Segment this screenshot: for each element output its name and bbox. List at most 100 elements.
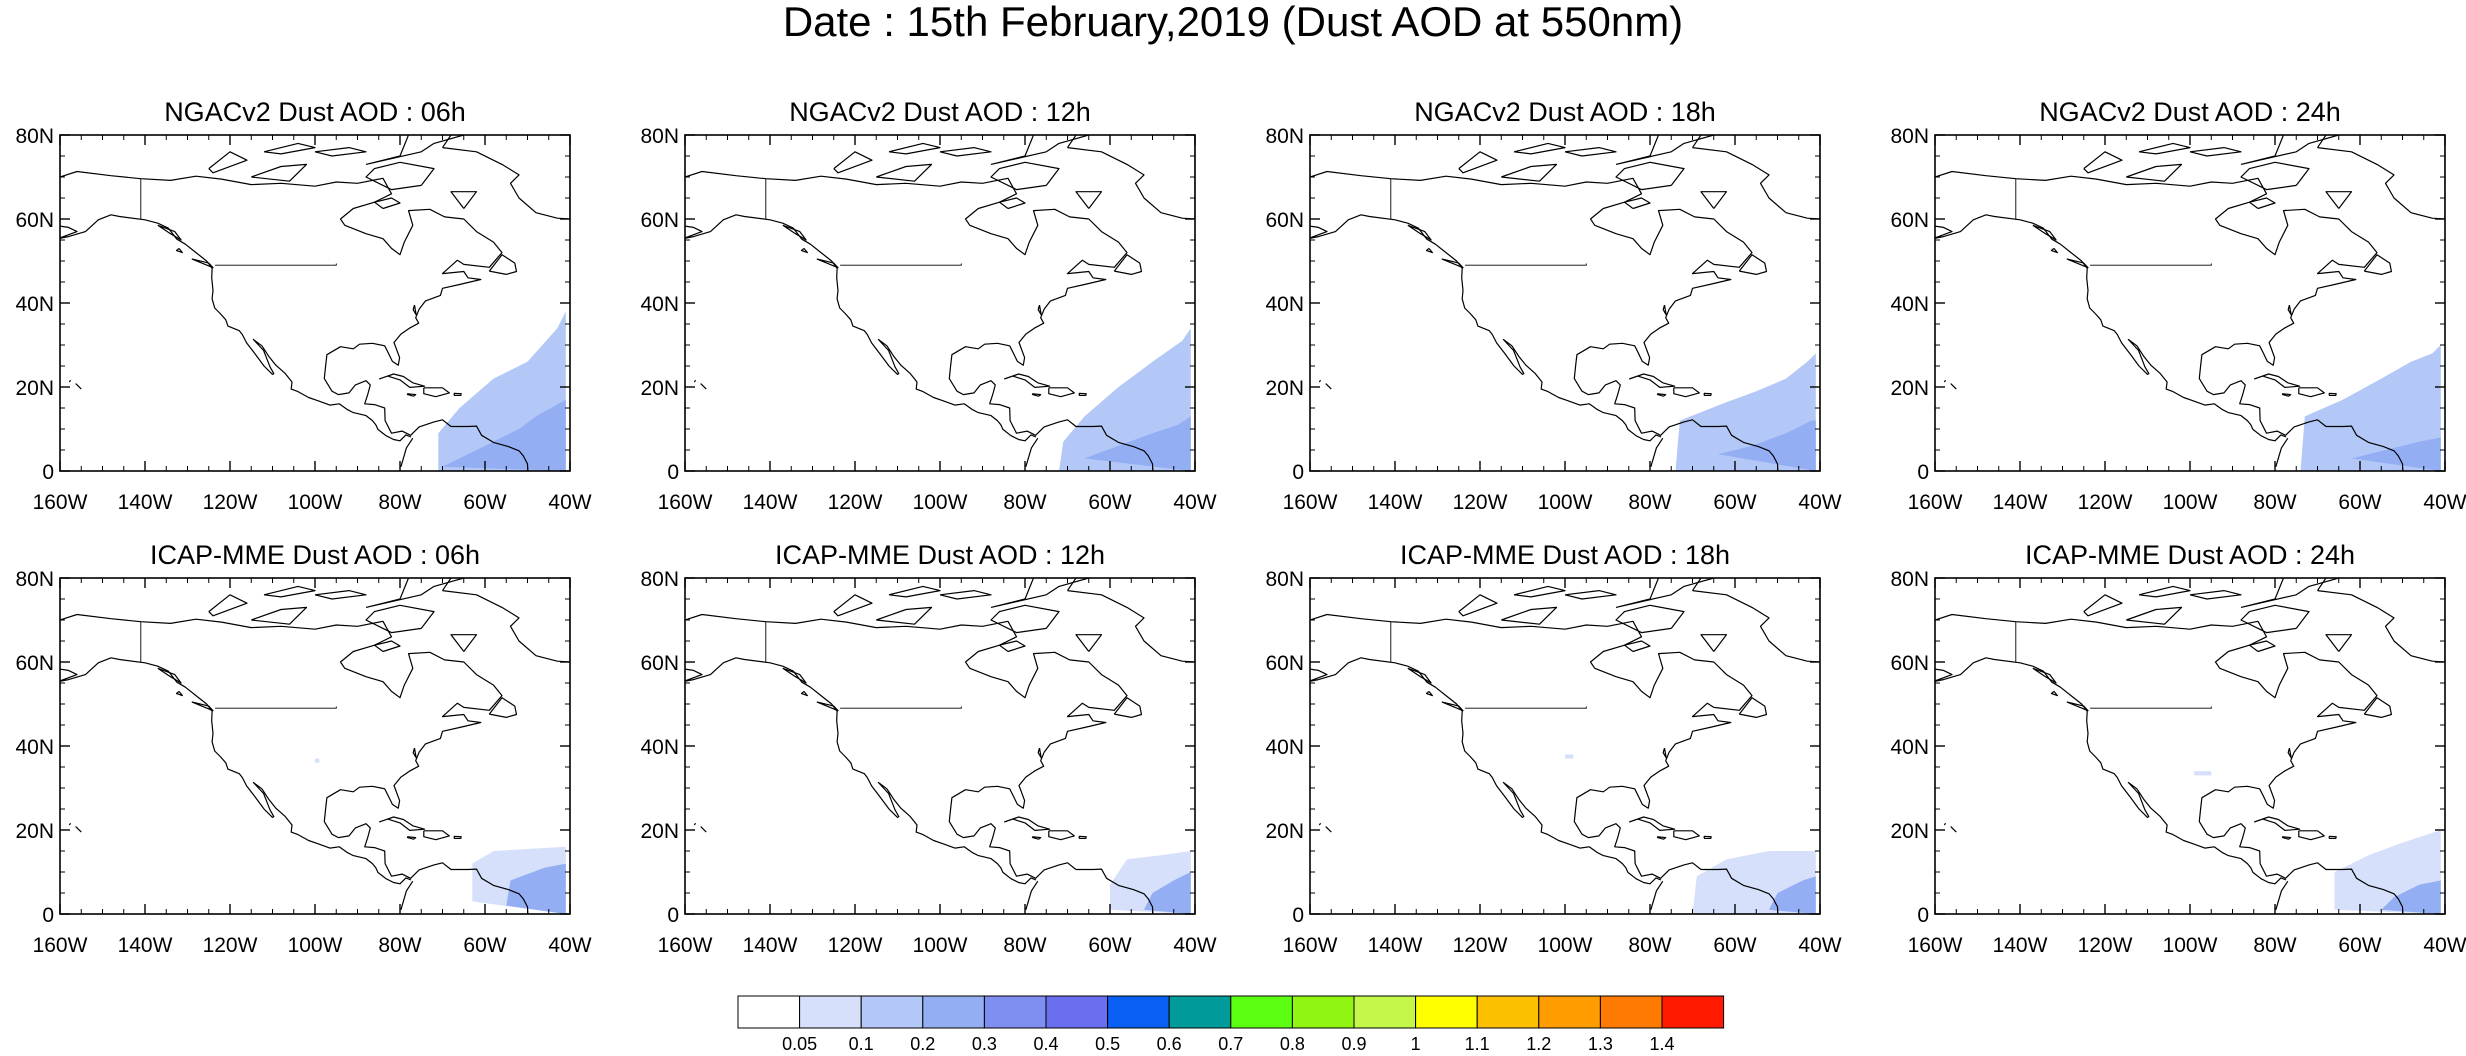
lon-tick-label: 60W	[463, 934, 506, 957]
country-border	[2090, 706, 2212, 709]
lon-tick-label: 160W	[33, 491, 88, 514]
coastline	[2126, 606, 2183, 625]
coastline	[400, 880, 414, 910]
colorbar-swatch	[983, 995, 1047, 1029]
lon-tick-label: 120W	[1453, 934, 1508, 957]
coastline	[2325, 634, 2353, 652]
coastline	[1078, 835, 1087, 840]
colorbar-label: 0.8	[1280, 1034, 1305, 1054]
coastline	[2138, 142, 2191, 155]
coastline	[1700, 191, 1728, 209]
colorbar-swatch	[1415, 995, 1478, 1029]
coastline	[157, 667, 182, 684]
panel-title: ICAP-MME Dust AOD : 18h	[1400, 540, 1730, 570]
coastline	[685, 613, 1154, 914]
coastline	[453, 392, 462, 396]
coastline	[453, 835, 462, 840]
lon-tick-label: 160W	[1283, 934, 1338, 957]
coastline	[373, 640, 401, 653]
country-border	[1465, 706, 1587, 709]
colorbar-label: 0.6	[1157, 1034, 1182, 1054]
coastline	[2363, 697, 2392, 719]
coastline	[833, 594, 873, 617]
coastline	[1458, 151, 1498, 174]
lat-tick-label: 80N	[1890, 125, 1929, 148]
coastline	[2254, 816, 2301, 832]
country-border	[215, 706, 337, 709]
lat-tick-label: 60N	[1890, 209, 1929, 232]
lat-tick-label: 0	[667, 904, 679, 927]
coastline	[1615, 161, 1685, 191]
coastline	[1325, 826, 1332, 833]
map-panel: ICAP-MME Dust AOD : 18h 80N 60N 40N 20N 0 160W…	[1265, 540, 1841, 957]
coastline	[2032, 224, 2057, 241]
coastline	[998, 640, 1026, 653]
coastline	[365, 604, 435, 634]
coastline	[1425, 247, 1434, 254]
colorbar-swatch	[799, 995, 862, 1029]
lat-tick-label: 20N	[640, 820, 679, 843]
lon-tick-label: 80W	[1003, 491, 1046, 514]
coastline	[1407, 667, 1432, 684]
colorbar-label: 1.3	[1588, 1034, 1613, 1054]
coastline	[1037, 747, 1042, 759]
panel-title: ICAP-MME Dust AOD : 12h	[775, 540, 1105, 570]
coastline	[314, 147, 367, 157]
coastline	[1037, 304, 1042, 316]
coastline	[1935, 657, 2287, 885]
coastline	[990, 604, 1060, 634]
dust-aod-region	[506, 863, 566, 914]
coastline	[2317, 578, 2445, 663]
coastline	[423, 830, 450, 841]
lon-tick-label: 80W	[2253, 491, 2296, 514]
panel-title: NGACv2 Dust AOD : 18h	[1414, 97, 1716, 127]
coastline	[888, 585, 941, 598]
lat-tick-label: 0	[42, 461, 54, 484]
lon-tick-label: 40W	[1798, 934, 1841, 957]
lon-tick-label: 80W	[1003, 934, 1046, 957]
coastline	[685, 657, 1037, 885]
coastline	[1935, 214, 2287, 442]
coastline	[442, 578, 570, 663]
lon-tick-label: 60W	[1713, 934, 1756, 957]
coastline	[2287, 304, 2292, 316]
lon-tick-label: 100W	[288, 934, 343, 957]
coastline	[2066, 258, 2089, 269]
coastline	[1692, 135, 1820, 220]
lon-tick-label: 160W	[1908, 491, 1963, 514]
lon-tick-label: 80W	[1628, 934, 1671, 957]
coastline	[2328, 392, 2337, 396]
lat-tick-label: 40N	[640, 736, 679, 759]
country-border	[2090, 263, 2212, 266]
coastline	[693, 379, 697, 383]
coastline	[1031, 393, 1042, 397]
lon-tick-label: 60W	[1088, 934, 1131, 957]
coastline	[1075, 191, 1103, 209]
lon-tick-label: 160W	[658, 934, 713, 957]
coastline	[2189, 147, 2242, 157]
coastline	[2126, 163, 2183, 182]
coastline	[251, 163, 308, 182]
map-panel: NGACv2 Dust AOD : 18h 80N 60N 40N 20N 0 160W 14…	[1265, 97, 1841, 514]
lon-tick-label: 40W	[1173, 491, 1216, 514]
lat-tick-label: 20N	[1890, 377, 1929, 400]
coastline	[816, 258, 839, 269]
coastline	[412, 304, 417, 316]
lat-tick-label: 0	[1917, 461, 1929, 484]
coastline	[1425, 690, 1434, 697]
lat-tick-label: 40N	[1265, 293, 1304, 316]
lat-tick-label: 80N	[640, 568, 679, 591]
lon-tick-label: 80W	[1628, 491, 1671, 514]
lat-tick-label: 0	[42, 904, 54, 927]
coastline	[68, 379, 72, 383]
coastline	[2317, 135, 2445, 220]
colorbar-label: 0.9	[1341, 1034, 1366, 1054]
map-panel: ICAP-MME Dust AOD : 24h 80N 60N 40N 20N 0 160W…	[1890, 540, 2466, 957]
lat-tick-label: 60N	[640, 209, 679, 232]
lon-tick-label: 120W	[203, 491, 258, 514]
coastline	[1615, 604, 1685, 634]
coastline	[412, 747, 417, 759]
lon-tick-label: 80W	[2253, 934, 2296, 957]
lat-tick-label: 60N	[15, 209, 54, 232]
coastline	[990, 578, 1090, 608]
